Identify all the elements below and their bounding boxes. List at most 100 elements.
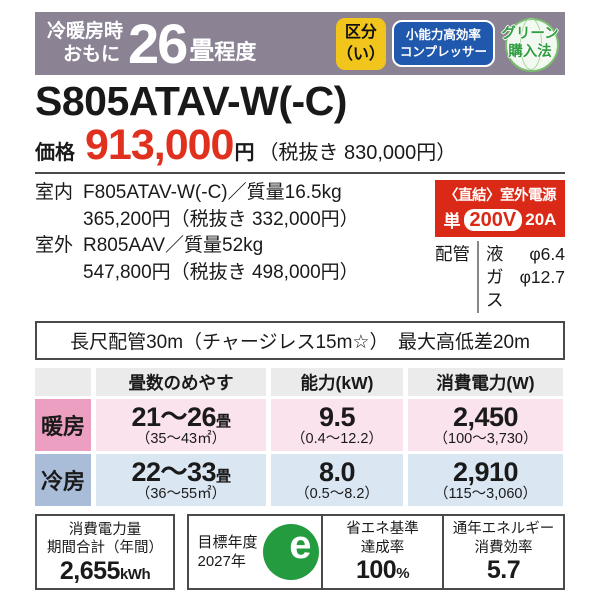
power-supply-rating: 単 200V 20A — [437, 207, 563, 232]
heating-tatami-cell: 21〜26畳 （35〜43㎡） — [96, 399, 266, 452]
kubun-badge-line2: （い） — [336, 45, 385, 63]
cooling-capacity-value: 8.0 — [318, 457, 356, 488]
piping-label: 配管 — [435, 244, 470, 265]
cooling-tatami-unit: 畳 — [216, 468, 231, 486]
cooling-capacity-range: （0.5〜8.2） — [295, 486, 379, 503]
indoor-spec: F805ATAV-W(-C)／質量16.5kg — [83, 182, 342, 204]
heating-tatami-value: 21〜26畳 — [131, 402, 231, 433]
annual-consumption-box: 消費電力量 期間合計（年間） 2,655kWh — [35, 514, 175, 591]
consumption-line1: 消費電力量 — [68, 522, 142, 539]
consumption-value: 2,655kWh — [37, 556, 173, 586]
piping-values: 液 φ6.4 ガス φ12.7 — [477, 241, 565, 314]
pipe-length-note: 長尺配管30m（チャージレス15m☆） 最大高低差20m — [35, 321, 565, 361]
header-capacity: 能力(kW) — [271, 368, 403, 397]
consumption-number: 2,655 — [59, 556, 121, 585]
heating-power-cell: 2,450 （100〜3,730） — [408, 399, 563, 452]
energy-saving-e-logo-icon: e — [262, 523, 319, 581]
heating-power-value: 2,450 — [452, 402, 519, 433]
heating-capacity-range: （0.4〜12.2） — [291, 431, 383, 448]
usage-label: 冷暖房時 おもに — [47, 21, 123, 66]
target-year-cell: 目標年度 2027年 e — [189, 516, 321, 588]
indoor-unit-row: 室内 F805ATAV-W(-C)／質量16.5kg — [35, 180, 359, 207]
standard-value: 100% — [356, 556, 410, 585]
power-current: 20A — [525, 209, 557, 229]
green-badge-line1: グリーン — [501, 26, 559, 43]
divider-line — [35, 172, 565, 175]
power-piping-column: 〈直結〉室外電源 単 200V 20A 配管 液 φ6.4 ガス φ12.7 — [435, 180, 565, 314]
energy-info-row: 消費電力量 期間合計（年間） 2,655kWh 目標年度 2027年 e 省エネ… — [35, 514, 565, 591]
capacity-number: 26 — [128, 11, 188, 75]
price-tax-note: （税抜き 830,000円） — [258, 142, 457, 165]
piping-gas-value: φ12.7 — [519, 266, 565, 287]
consumption-line2: 期間合計（年間） — [47, 540, 163, 557]
heating-tatami-range: （35〜43㎡） — [135, 431, 227, 448]
price-unit: 円 — [234, 142, 255, 165]
heating-tatami-unit: 畳 — [216, 413, 231, 431]
piping-liquid-label: 液 — [486, 244, 504, 265]
compressor-badge: 小能力高効率 コンプレッサー — [391, 19, 495, 68]
apf-value: 5.7 — [486, 555, 521, 584]
table-corner-cell — [35, 368, 91, 397]
standard-line1: 省エネ基準 — [346, 521, 419, 538]
power-supply-title: 〈直結〉室外電源 — [444, 188, 557, 205]
apf-cell: 通年エネルギー 消費効率 5.7 — [442, 516, 563, 589]
power-supply-box: 〈直結〉室外電源 単 200V 20A — [435, 180, 565, 238]
kubun-badge-line1: 区分 — [344, 23, 377, 41]
cooling-tatami-range: （36〜55㎡） — [135, 486, 227, 503]
cooling-tatami-cell: 22〜33畳 （36〜55㎡） — [96, 454, 266, 507]
unit-spec-list: 室内 F805ATAV-W(-C)／質量16.5kg 365,200円（税抜き … — [35, 180, 359, 313]
piping-liquid-value: φ6.4 — [529, 244, 565, 265]
performance-table: 畳数のめやす 能力(kW) 消費電力(W) 暖房 21〜26畳 （35〜43㎡）… — [35, 368, 565, 507]
outdoor-unit-row: 室外 R805AAV／質量52kg — [35, 233, 359, 260]
cooling-power-range: （115〜3,060） — [434, 486, 537, 503]
heating-tatami-number: 21〜26 — [131, 402, 217, 433]
capacity-unit-tatami: 畳 — [189, 37, 215, 65]
capacity-unit: 畳程度 — [189, 31, 256, 67]
model-number: S805ATAV-W(-C) — [35, 78, 347, 124]
apf-line1: 通年エネルギー — [452, 521, 555, 538]
kubun-badge: 区分 （い） — [335, 17, 386, 70]
cooling-row-label: 冷房 — [35, 454, 91, 507]
header-power: 消費電力(W) — [408, 368, 563, 397]
heating-capacity-value: 9.5 — [318, 402, 356, 433]
heating-power-range: （100〜3,730） — [433, 431, 538, 448]
green-purchase-badge: グリーン 購入法 — [501, 16, 559, 72]
cooling-power-cell: 2,910 （115〜3,060） — [408, 454, 563, 507]
e-logo-glyph: e — [289, 523, 312, 568]
outdoor-label: 室外 — [35, 235, 74, 257]
heating-capacity-cell: 9.5 （0.4〜12.2） — [271, 399, 403, 452]
cooling-tatami-number: 22〜33 — [131, 457, 217, 488]
consumption-unit: kWh — [119, 565, 151, 583]
usage-line2: おもに — [63, 43, 121, 65]
usage-line1: 冷暖房時 — [47, 21, 124, 43]
capacity-banner: 冷暖房時 おもに 26 畳程度 区分 （い） 小能力高効率 コンプレッサー グリ… — [35, 12, 565, 75]
indoor-label: 室内 — [35, 182, 74, 204]
outdoor-spec: R805AAV／質量52kg — [83, 235, 264, 257]
price-amount: 913,000 — [85, 121, 234, 170]
cooling-capacity-cell: 8.0 （0.5〜8.2） — [271, 454, 403, 507]
cooling-power-value: 2,910 — [452, 457, 519, 488]
apf-line2: 消費効率 — [474, 539, 533, 556]
energy-label-box: 目標年度 2027年 e 省エネ基準 達成率 100% 通年エネルギー 消費効率… — [187, 514, 565, 591]
capacity-unit-suffix: 程度 — [214, 41, 257, 64]
piping-spec: 配管 液 φ6.4 ガス φ12.7 — [435, 241, 565, 314]
compressor-badge-line2: コンプレッサー — [399, 44, 487, 59]
price-label: 価格 — [35, 142, 75, 165]
price-row: 価格 913,000 円 （税抜き 830,000円） — [35, 124, 565, 167]
badge-group: 区分 （い） 小能力高効率 コンプレッサー グリーン 購入法 — [335, 16, 559, 72]
standard-unit: % — [396, 564, 410, 582]
cooling-tatami-value: 22〜33畳 — [131, 457, 231, 488]
standard-achievement-cell: 省エネ基準 達成率 100% — [321, 516, 442, 589]
header-tatami: 畳数のめやす — [96, 368, 266, 397]
piping-gas-label: ガス — [486, 266, 504, 310]
piping-liquid-row: 液 φ6.4 — [486, 243, 565, 266]
standard-line2: 達成率 — [360, 539, 405, 556]
outdoor-price: 547,800円（税抜き 498,000円） — [83, 261, 359, 283]
target-year-line2: 2027年 — [197, 553, 246, 571]
power-phase: 単 — [443, 212, 461, 232]
voltage-pill: 200V — [463, 208, 523, 231]
heating-row-label: 暖房 — [35, 399, 91, 452]
unit-spec-section: 室内 F805ATAV-W(-C)／質量16.5kg 365,200円（税抜き … — [35, 180, 565, 314]
piping-gas-row: ガス φ12.7 — [486, 266, 565, 312]
